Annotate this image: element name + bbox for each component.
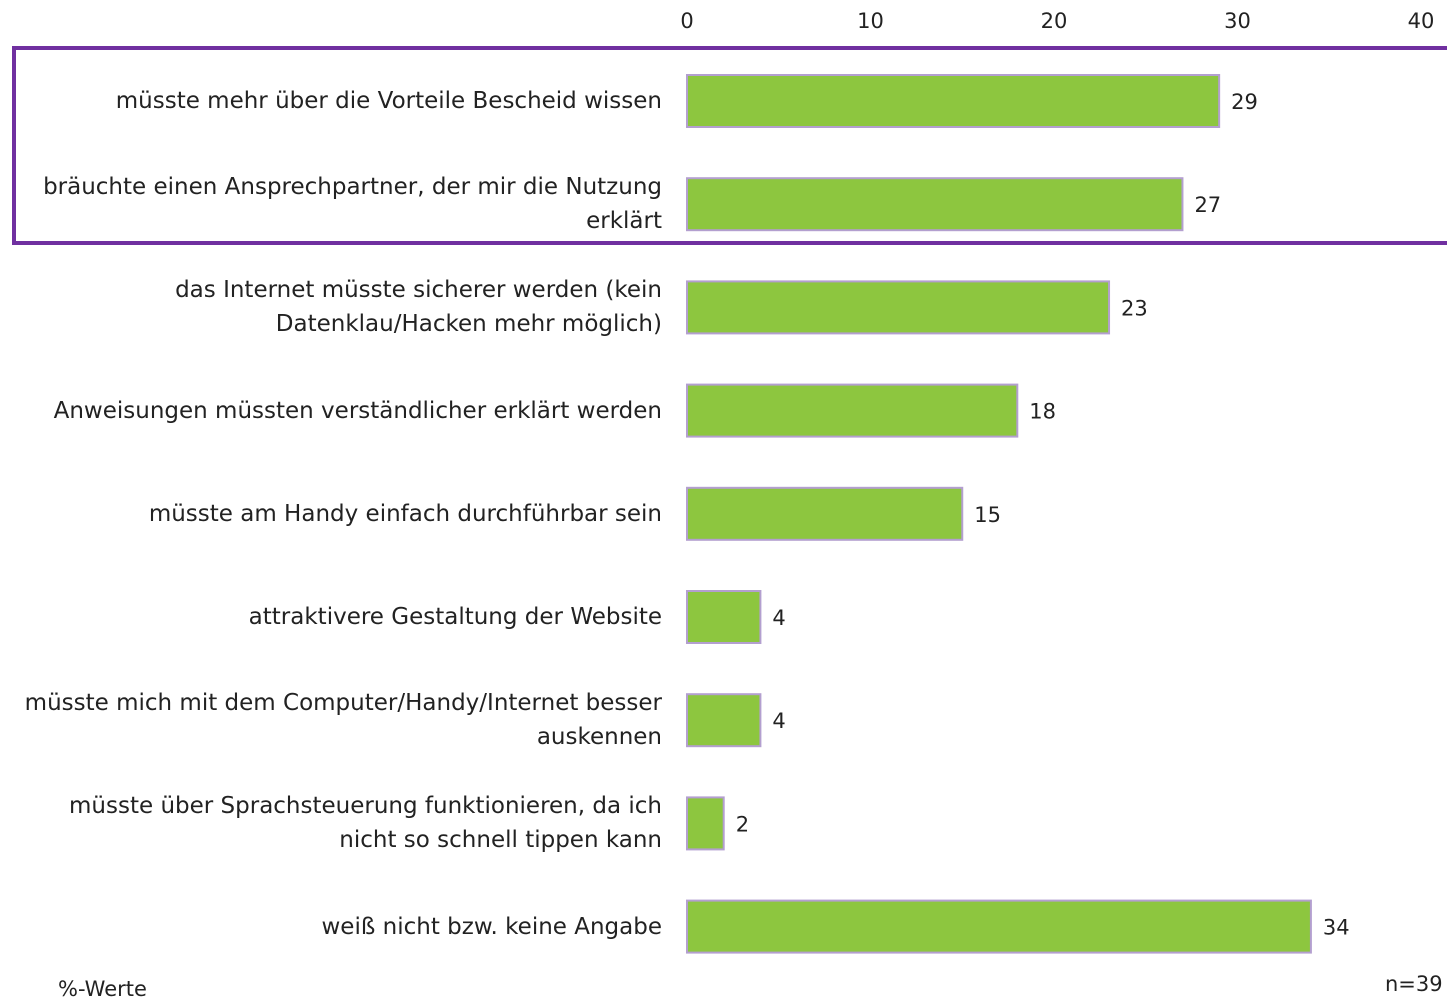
bar — [686, 899, 1312, 954]
value-label: 18 — [1029, 400, 1056, 424]
value-label: 2 — [736, 812, 749, 836]
x-tick-label: 20 — [1041, 9, 1068, 33]
category-label: attraktivere Gestaltung der Website — [248, 604, 662, 630]
value-label: 23 — [1121, 296, 1148, 320]
value-label: 15 — [974, 503, 1001, 527]
bar — [686, 383, 1019, 438]
bar — [686, 693, 762, 748]
category-label: das Internet müsste sicherer werden (kei… — [175, 277, 662, 338]
category-label: müsste mich mit dem Computer/Handy/Inter… — [24, 690, 662, 751]
value-label: 4 — [772, 709, 785, 733]
bar — [686, 74, 1221, 128]
bar — [686, 280, 1111, 335]
x-tick-label: 30 — [1224, 9, 1251, 33]
bar — [686, 486, 964, 541]
category-label: müsste am Handy einfach durchführbar sei… — [148, 500, 662, 527]
value-label: 4 — [772, 606, 785, 630]
sample-note: n=39 — [1385, 972, 1443, 996]
highlight-box — [12, 46, 1447, 245]
category-label: weiß nicht bzw. keine Angabe — [321, 913, 663, 940]
value-label: 29 — [1231, 90, 1258, 114]
value-label: 34 — [1323, 916, 1350, 940]
value-label: 27 — [1194, 193, 1221, 217]
bar — [686, 590, 762, 644]
category-label: müsste mehr über die Vorteile Bescheid w… — [115, 88, 662, 114]
category-label: müsste über Sprachsteuerung funktioniere… — [69, 793, 662, 854]
unit-note: %-Werte — [58, 977, 147, 1001]
x-tick-label: 40 — [1408, 9, 1435, 33]
category-label: bräuchte einen Ansprechpartner, der mir … — [43, 174, 662, 235]
x-tick-label: 10 — [857, 9, 884, 33]
category-label: Anweisungen müssten verständlicher erklä… — [53, 397, 662, 424]
bar — [686, 177, 1184, 232]
bar — [686, 796, 725, 851]
x-tick-label: 0 — [680, 9, 693, 33]
